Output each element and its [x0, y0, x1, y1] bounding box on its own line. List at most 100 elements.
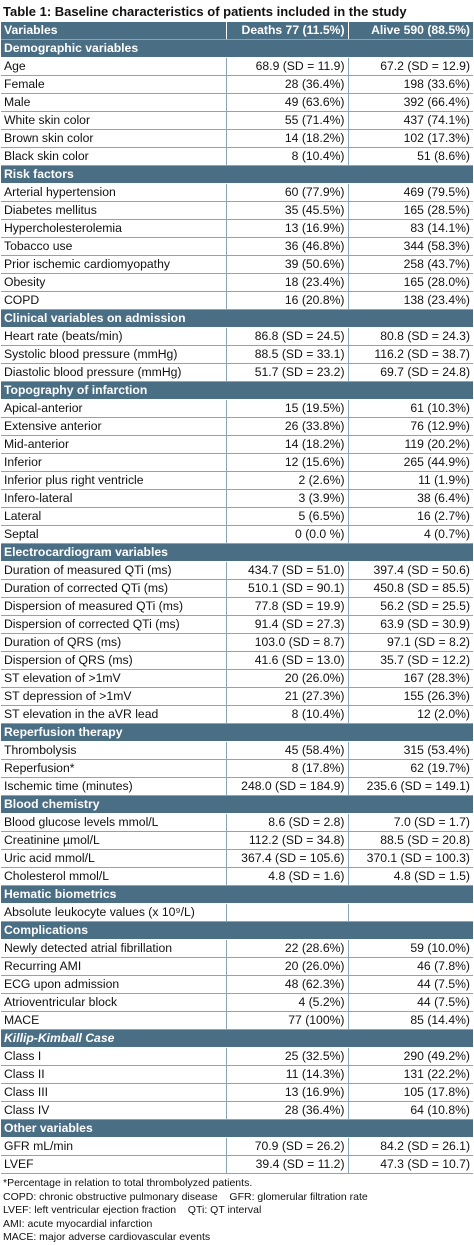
- cell-deaths: 11 (14.3%): [226, 1065, 349, 1084]
- section-title: Topography of infarction: [1, 381, 473, 400]
- row-label: Duration of measured QTi (ms): [1, 561, 227, 580]
- footnote-line: COPD: chronic obstructive pulmonary dise…: [3, 1190, 368, 1203]
- row-label: Apical-anterior: [1, 399, 227, 418]
- row-label: Absolute leukocyte values (x 10⁹/L): [1, 903, 227, 922]
- cell-deaths: 20 (26.0%): [226, 957, 349, 976]
- table-row: Tobacco use 36 (46.8%) 344 (58.3%): [1, 237, 473, 256]
- cell-alive: 315 (53.4%): [348, 741, 473, 760]
- table-row: Class I 25 (32.5%) 290 (49.2%): [1, 1047, 473, 1066]
- cell-deaths: 55 (71.4%): [226, 111, 349, 130]
- section-header-row: Demographic variables: [1, 39, 473, 58]
- cell-deaths: 70.9 (SD = 26.2): [226, 1137, 349, 1156]
- section-header-row: Clinical variables on admission: [1, 309, 473, 328]
- table-row: Diastolic blood pressure (mmHg) 51.7 (SD …: [1, 363, 473, 382]
- cell-alive: 7.0 (SD = 1.7): [348, 813, 473, 832]
- cell-alive: 69.7 (SD = 24.8): [348, 363, 473, 382]
- row-label: Duration of QRS (ms): [1, 633, 227, 652]
- section-title: Demographic variables: [1, 39, 473, 58]
- cell-deaths: 48 (62.3%): [226, 975, 349, 994]
- table-row: Thrombolysis 45 (58.4%) 315 (53.4%): [1, 741, 473, 760]
- table-row: MACE 77 (100%) 85 (14.4%): [1, 1011, 473, 1030]
- cell-alive: 59 (10.0%): [348, 939, 473, 958]
- row-label: Extensive anterior: [1, 417, 227, 436]
- cell-deaths: 8 (10.4%): [226, 705, 349, 724]
- cell-alive: 392 (66.4%): [348, 93, 473, 112]
- cell-alive: 83 (14.1%): [348, 219, 473, 238]
- row-label: ECG upon admission: [1, 975, 227, 994]
- cell-alive: 437 (74.1%): [348, 111, 473, 130]
- cell-alive: 344 (58.3%): [348, 237, 473, 256]
- row-label: Septal: [1, 525, 227, 544]
- table-row: COPD 16 (20.8%) 138 (23.4%): [1, 291, 473, 310]
- table-header-row: Variables Deaths 77 (11.5%) Alive 590 (8…: [1, 22, 473, 40]
- row-label: Recurring AMI: [1, 957, 227, 976]
- cell-deaths: 41.6 (SD = 13.0): [226, 651, 349, 670]
- cell-deaths: 21 (27.3%): [226, 687, 349, 706]
- row-label: Arterial hypertension: [1, 183, 227, 202]
- cell-alive: 85 (14.4%): [348, 1011, 473, 1030]
- row-label: Dispersion of corrected QTi (ms): [1, 615, 227, 634]
- cell-deaths: 4 (5.2%): [226, 993, 349, 1012]
- cell-deaths: [226, 903, 349, 922]
- table-row: Obesity 18 (23.4%) 165 (28.0%): [1, 273, 473, 292]
- table-row: Uric acid mmol/L 367.4 (SD = 105.6) 370.1 …: [1, 849, 473, 868]
- table-row: ST elevation in the aVR lead 8 (10.4%) 12 …: [1, 705, 473, 724]
- cell-deaths: 36 (46.8%): [226, 237, 349, 256]
- cell-deaths: 20 (26.0%): [226, 669, 349, 688]
- cell-deaths: 367.4 (SD = 105.6): [226, 849, 349, 868]
- cell-alive: 63.9 (SD = 30.9): [348, 615, 473, 634]
- table-row: LVEF 39.4 (SD = 11.2) 47.3 (SD = 10.7): [1, 1155, 473, 1174]
- row-label: COPD: [1, 291, 227, 310]
- cell-alive: 44 (7.5%): [348, 993, 473, 1012]
- table-body: Variables Deaths 77 (11.5%) Alive 590 (8…: [1, 22, 473, 1174]
- footnotes: *Percentage in relation to total thrombo…: [0, 1174, 474, 1245]
- cell-alive: 12 (2.0%): [348, 705, 473, 724]
- cell-deaths: 39 (50.6%): [226, 255, 349, 274]
- section-header-row: Electrocardiogram variables: [1, 543, 473, 562]
- row-label: Class IV: [1, 1101, 227, 1120]
- cell-alive: 167 (28.3%): [348, 669, 473, 688]
- cell-deaths: 88.5 (SD = 33.1): [226, 345, 349, 364]
- section-header-row: Blood chemistry: [1, 795, 473, 814]
- table-row: Brown skin color 14 (18.2%) 102 (17.3%): [1, 129, 473, 148]
- row-label: White skin color: [1, 111, 227, 130]
- cell-deaths: 39.4 (SD = 11.2): [226, 1155, 349, 1174]
- cell-deaths: 77.8 (SD = 19.9): [226, 597, 349, 616]
- section-title: Killip-Kimball Case: [1, 1029, 473, 1048]
- cell-alive: 397.4 (SD = 50.6): [348, 561, 473, 580]
- table-row: Septal 0 (0.0 %) 4 (0.7%): [1, 525, 473, 544]
- table-row: Arterial hypertension 60 (77.9%) 469 (79.5…: [1, 183, 473, 202]
- cell-alive: 105 (17.8%): [348, 1083, 473, 1102]
- row-label: Systolic blood pressure (mmHg): [1, 345, 227, 364]
- table-row: Absolute leukocyte values (x 10⁹/L): [1, 903, 473, 922]
- table-row: Diabetes mellitus 35 (45.5%) 165 (28.5%): [1, 201, 473, 220]
- footnote-line: *Percentage in relation to total thrombo…: [3, 1177, 253, 1189]
- cell-alive: 116.2 (SD = 38.7): [348, 345, 473, 364]
- section-header-row: Risk factors: [1, 165, 473, 184]
- row-label: Blood glucose levels mmol/L: [1, 813, 227, 832]
- header-deaths: Deaths 77 (11.5%): [226, 22, 349, 40]
- table-row: Recurring AMI 20 (26.0%) 46 (7.8%): [1, 957, 473, 976]
- cell-alive: 450.8 (SD = 85.5): [348, 579, 473, 598]
- row-label: Heart rate (beats/min): [1, 327, 227, 346]
- table-row: ECG upon admission 48 (62.3%) 44 (7.5%): [1, 975, 473, 994]
- cell-alive: 102 (17.3%): [348, 129, 473, 148]
- row-label: Age: [1, 57, 227, 76]
- cell-alive: 56.2 (SD = 25.5): [348, 597, 473, 616]
- row-label: Dispersion of QRS (ms): [1, 651, 227, 670]
- cell-alive: 4.8 (SD = 1.5): [348, 867, 473, 886]
- row-label: Prior ischemic cardiomyopathy: [1, 255, 227, 274]
- table-row: Dispersion of corrected QTi (ms) 91.4 (SD…: [1, 615, 473, 634]
- cell-alive: 469 (79.5%): [348, 183, 473, 202]
- table-row: Duration of QRS (ms) 103.0 (SD = 8.7) 97.1…: [1, 633, 473, 652]
- table-row: Extensive anterior 26 (33.8%) 76 (12.9%): [1, 417, 473, 436]
- cell-alive: 370.1 (SD = 100.3): [348, 849, 473, 868]
- row-label: Brown skin color: [1, 129, 227, 148]
- row-label: Infero-lateral: [1, 489, 227, 508]
- table-row: Duration of corrected QTi (ms) 510.1 (SD …: [1, 579, 473, 598]
- table-title: Table 1: Baseline characteristics of pat…: [3, 4, 407, 19]
- cell-alive: 76 (12.9%): [348, 417, 473, 436]
- footnote-line: AMI: acute myocardial infarction: [3, 1217, 153, 1230]
- section-title: Clinical variables on admission: [1, 309, 473, 328]
- table-row: Inferior plus right ventricle 2 (2.6%) 11 …: [1, 471, 473, 490]
